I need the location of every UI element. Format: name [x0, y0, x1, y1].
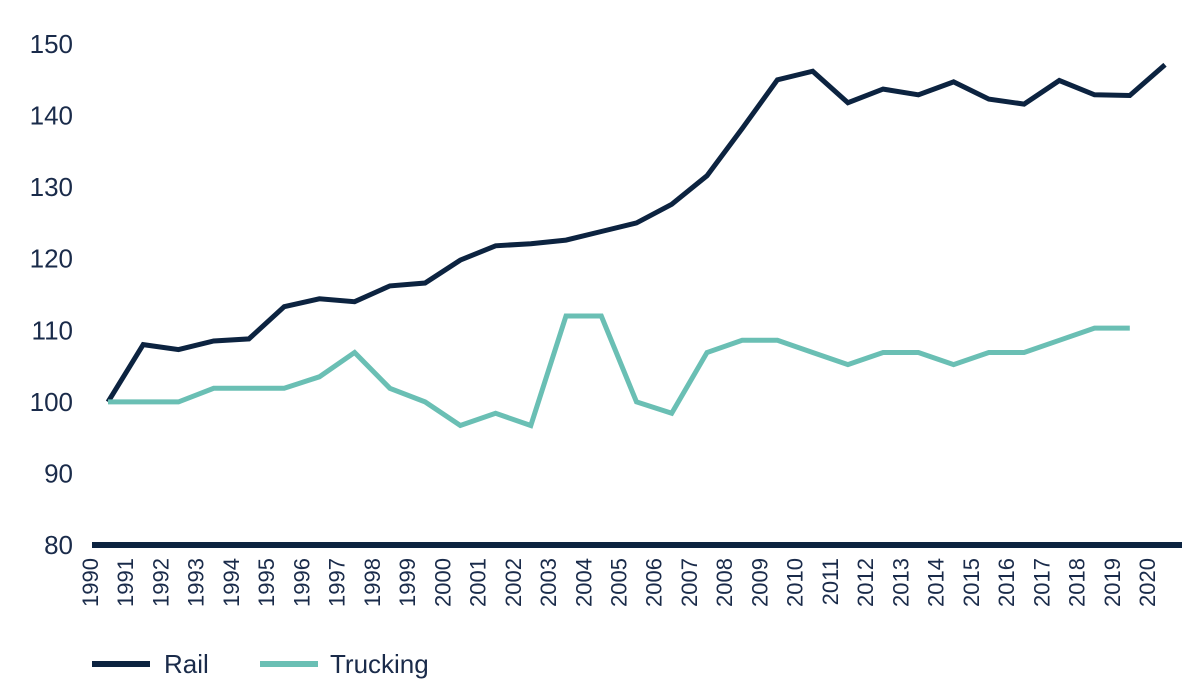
- x-tick-label: 2005: [607, 558, 632, 607]
- x-tick-label: 1999: [395, 558, 420, 607]
- series-line-trucking: [108, 313, 1130, 429]
- x-tick-label: 2002: [501, 558, 526, 607]
- x-tick-label: 2020: [1135, 558, 1160, 607]
- x-tick-label: 1991: [113, 558, 138, 607]
- x-tick-label: 2009: [747, 558, 772, 607]
- x-tick-label: 2001: [466, 558, 491, 607]
- x-tick-label: 2013: [888, 558, 913, 607]
- y-tick-label: 120: [30, 244, 73, 274]
- x-tick-label: 1992: [148, 558, 173, 607]
- x-tick-label: 1996: [289, 558, 314, 607]
- x-tick-label: 2014: [924, 558, 949, 607]
- x-tick-label: 2011: [818, 558, 843, 605]
- legend-label-trucking: Trucking: [330, 649, 429, 679]
- legend: Rail Trucking: [92, 649, 429, 679]
- series-lines: [105, 62, 1167, 429]
- y-tick-label: 100: [30, 387, 73, 417]
- x-tick-label: 2017: [1029, 558, 1054, 607]
- y-tick-label: 80: [44, 530, 73, 560]
- x-tick-label: 2004: [571, 558, 596, 607]
- x-tick-label: 1994: [219, 558, 244, 607]
- x-tick-label: 2019: [1100, 558, 1125, 607]
- y-tick-label: 140: [30, 101, 73, 131]
- x-tick-label: 2012: [853, 558, 878, 607]
- y-axis-ticks: 80 90 100 110 120 130 140 150: [30, 29, 73, 560]
- y-tick-label: 90: [44, 458, 73, 488]
- x-tick-label: 1993: [184, 558, 209, 607]
- x-tick-label: 2007: [677, 558, 702, 607]
- x-tick-label: 2003: [536, 558, 561, 607]
- x-tick-label: 2016: [994, 558, 1019, 607]
- legend-label-rail: Rail: [164, 649, 209, 679]
- x-tick-label: 2008: [712, 558, 737, 607]
- y-tick-label: 130: [30, 172, 73, 202]
- x-tick-label: 1998: [360, 558, 385, 607]
- x-tick-label: 2000: [430, 558, 455, 607]
- x-tick-label: 1990: [78, 558, 103, 607]
- x-tick-label: 2018: [1065, 558, 1090, 607]
- x-tick-label: 1997: [325, 558, 350, 607]
- x-tick-label: 2006: [642, 558, 667, 607]
- y-tick-label: 110: [32, 315, 73, 345]
- x-axis-ticks: 1990 1991 1992 1993 1994 1995 1996 1997 1998 1999…: [78, 558, 1160, 607]
- x-tick-label: 2010: [783, 558, 808, 607]
- y-tick-label: 150: [30, 29, 73, 59]
- x-tick-label: 1995: [254, 558, 279, 607]
- x-tick-label: 2015: [959, 558, 984, 607]
